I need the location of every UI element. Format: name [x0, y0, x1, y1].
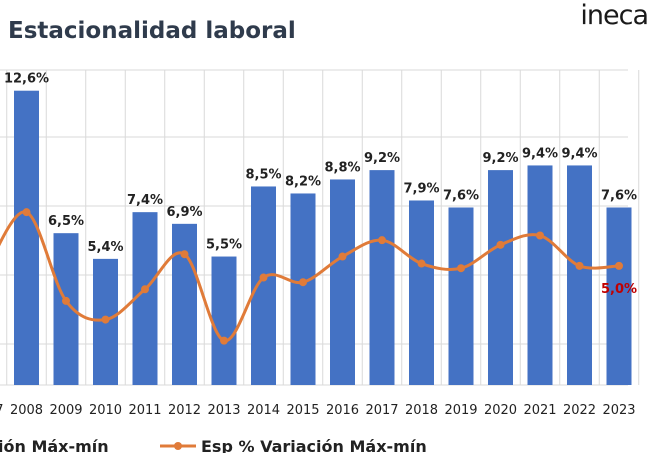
x-tick-2012: 2012	[168, 403, 201, 418]
bar-2016	[330, 179, 355, 385]
x-tick-2010: 2010	[89, 403, 122, 418]
bar-label-2018: 7,9%	[403, 181, 439, 196]
bar-2008	[14, 90, 39, 385]
bar-2022	[567, 165, 592, 385]
bar-extra-2023	[607, 300, 631, 385]
line-point-2012	[180, 250, 189, 259]
bar-label-2017: 9,2%	[364, 151, 400, 166]
line-point-2018	[417, 259, 426, 268]
legend-line-marker	[174, 442, 182, 450]
bar-label-2009: 6,5%	[48, 214, 84, 229]
x-tick-2023: 2023	[602, 403, 635, 418]
bar-label-2023: 7,6%	[601, 188, 637, 203]
x-tick-2008: 2008	[10, 403, 43, 418]
bar-label-2010: 5,4%	[87, 240, 123, 255]
chart-title: Estacionalidad laboral	[8, 18, 296, 44]
line-layer	[0, 208, 623, 345]
line-point-2014	[259, 273, 268, 282]
bar-2019	[448, 207, 474, 385]
bar-label-2021: 9,4%	[522, 146, 558, 161]
bar-2018	[409, 200, 434, 385]
x-tick-2011: 2011	[128, 403, 161, 418]
x-tick-2007: 2007	[0, 403, 4, 418]
bar-label-2011: 7,4%	[127, 193, 163, 208]
line-point-2022	[575, 261, 584, 270]
line-point-2020	[496, 240, 505, 249]
x-tick-2017: 2017	[365, 403, 398, 418]
line-point-2023	[615, 261, 623, 270]
bar-label-2019: 7,6%	[443, 188, 479, 203]
x-tick-2013: 2013	[207, 403, 240, 418]
bar-label-2012: 6,9%	[166, 205, 202, 220]
bar-2017	[369, 170, 395, 385]
line-point-2011	[141, 285, 149, 294]
bar-label-2008: 12,6%	[4, 72, 49, 87]
labels-layer: 12,6% 6,5%5,4% 7,4%6,9% 5,5% 8,5% 8,2%8,8% 9,2…	[4, 72, 637, 297]
legend-label-line: Esp % Variación Máx-mín	[201, 437, 427, 453]
x-tick-2018: 2018	[405, 403, 438, 418]
bar-2015	[290, 193, 316, 385]
bar-label-2022: 9,4%	[561, 146, 597, 161]
x-tick-2009: 2009	[49, 403, 82, 418]
x-tick-2015: 2015	[286, 403, 319, 418]
legend-layer: ión Máx-mín Esp % Variación Máx-mín	[0, 437, 427, 453]
line-point-2019	[457, 264, 465, 273]
bar-2020	[488, 170, 513, 385]
legend-label-bars: ión Máx-mín	[0, 437, 109, 453]
x-tick-2021: 2021	[523, 403, 556, 418]
x-tick-2019: 2019	[444, 403, 477, 418]
x-tick-2016: 2016	[326, 403, 359, 418]
x-tick-2020: 2020	[484, 403, 517, 418]
bar-label-2013: 5,5%	[206, 238, 242, 253]
bar-2021	[527, 165, 553, 385]
line-point-2013	[220, 336, 228, 345]
line-point-2010	[101, 315, 110, 324]
x-tick-2022: 2022	[563, 403, 596, 418]
bars-layer	[14, 90, 632, 385]
line-point-2016	[338, 252, 347, 261]
bar-label-extra-2023: 5,0%	[601, 282, 637, 297]
bar-2014	[251, 186, 276, 385]
ticks-layer: 2007 2008 2009 2010 2011 2012 2013 2014 2015 2016…	[0, 403, 636, 418]
line-point-2008	[22, 208, 31, 217]
bar-label-2015: 8,2%	[285, 174, 321, 189]
bar-2012	[172, 223, 197, 385]
line-point-2015	[299, 278, 307, 287]
bar-label-2014: 8,5%	[245, 167, 281, 182]
x-tick-2014: 2014	[247, 403, 280, 418]
bar-label-2020: 9,2%	[482, 151, 518, 166]
line-point-2017	[378, 236, 386, 245]
line-point-2021	[536, 231, 544, 240]
bar-label-2016: 8,8%	[324, 160, 360, 175]
brand-logo: ineca	[580, 0, 649, 31]
bar-2013	[211, 256, 237, 385]
line-point-2009	[62, 296, 70, 305]
